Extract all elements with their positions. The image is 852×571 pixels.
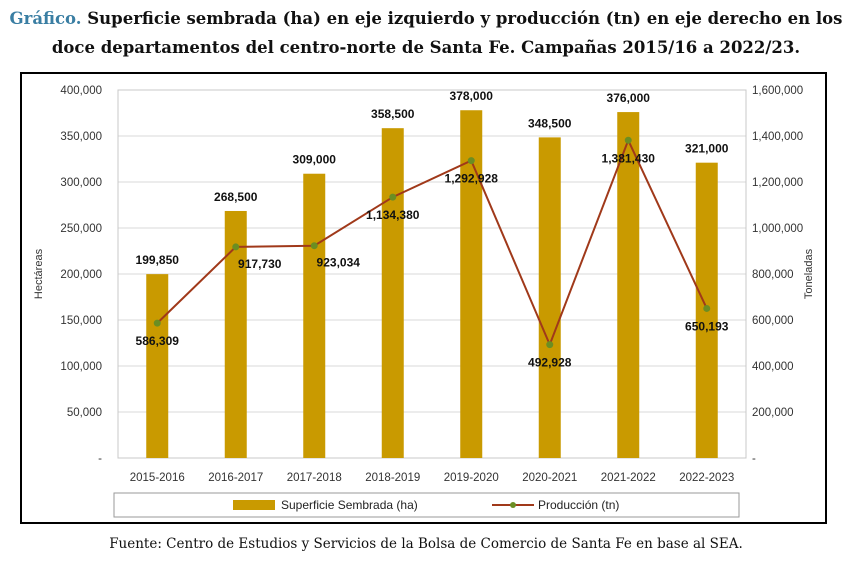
- bar-data-label: 348,500: [528, 116, 572, 130]
- y2-tick-label: 400,000: [752, 361, 794, 373]
- x-tick-label: 2015-2016: [130, 472, 185, 484]
- y-tick-label: 400,000: [60, 85, 102, 97]
- x-tick-label: 2017-2018: [287, 472, 342, 484]
- y-tick-label: 200,000: [60, 269, 102, 281]
- y2-tick-label: 200,000: [752, 407, 794, 419]
- y-axis-title: Hectáreas: [33, 248, 45, 299]
- y2-tick-label: -: [752, 453, 756, 465]
- line-data-label: 917,730: [238, 257, 282, 271]
- y-tick-label: 50,000: [67, 407, 102, 419]
- x-tick-label: 2020-2021: [522, 472, 577, 484]
- legend-label-line: Producción (tn): [538, 498, 619, 512]
- line-data-label: 650,193: [685, 319, 729, 333]
- line-point: [389, 193, 397, 201]
- legend-line-marker: [510, 502, 516, 508]
- production-line: [156, 137, 708, 348]
- chart-frame: - 50,000 100,000 150,000 200,000 250,000 300,0…: [20, 72, 827, 524]
- bar: [381, 128, 404, 458]
- bar-data-label: 268,500: [214, 190, 258, 204]
- y2-axis-title: Toneladas: [803, 248, 815, 299]
- line-data-label: 1,134,380: [366, 208, 420, 222]
- x-tick-label: 2016-2017: [208, 472, 263, 484]
- line-data-label: 492,928: [528, 356, 572, 370]
- x-tick-label: 2021-2022: [601, 472, 656, 484]
- bar: [617, 112, 640, 458]
- line-data-label: 1,292,928: [445, 172, 499, 186]
- bar: [224, 210, 247, 458]
- bar: [460, 110, 483, 459]
- bar-data-label: 376,000: [607, 91, 651, 105]
- plot-area: [117, 89, 747, 459]
- y2-tick-label: 1,200,000: [752, 177, 803, 189]
- bar: [146, 274, 169, 458]
- caption-text-1: Superficie sembrada (ha) en eje izquierd…: [87, 9, 843, 28]
- y2-tick-label: 1,600,000: [752, 85, 803, 97]
- caption-line-2: doce departamentos del centro-norte de S…: [51, 38, 801, 57]
- line-point: [703, 304, 711, 312]
- bar: [303, 173, 326, 458]
- line-point: [153, 319, 161, 327]
- x-tick-label: 2019-2020: [444, 472, 499, 484]
- caption-line-1: Gráfico. Superficie sembrada (ha) en eje…: [0, 4, 852, 33]
- line-data-label: 586,309: [136, 334, 180, 348]
- source-note: Fuente: Centro de Estudios y Servicios d…: [109, 536, 743, 552]
- line-point: [624, 136, 632, 144]
- line-point: [232, 243, 240, 251]
- bar-data-label: 309,000: [293, 153, 337, 167]
- legend-label-bars: Superficie Sembrada (ha): [281, 498, 418, 512]
- y-tick-label: 250,000: [60, 223, 102, 235]
- y2-tick-label: 1,400,000: [752, 131, 803, 143]
- bar-data-label: 199,850: [136, 253, 180, 267]
- y-tick-label: 300,000: [60, 177, 102, 189]
- bar-data-label: 321,000: [685, 142, 729, 156]
- bar-data-label: 378,000: [450, 89, 494, 103]
- line-data-label: 1,381,430: [602, 151, 656, 165]
- y2-tick-label: 600,000: [752, 315, 794, 327]
- caption-lead: Gráfico.: [9, 9, 82, 28]
- line-point: [546, 341, 554, 349]
- x-tick-label: 2022-2023: [679, 472, 734, 484]
- x-tick-label: 2018-2019: [365, 472, 420, 484]
- bar-data-label: 358,500: [371, 107, 415, 121]
- y-tick-label: -: [98, 453, 102, 465]
- bar: [538, 137, 561, 458]
- line-point: [467, 157, 475, 165]
- y-tick-label: 100,000: [60, 361, 102, 373]
- combo-chart: - 50,000 100,000 150,000 200,000 250,000 300,0…: [33, 85, 815, 518]
- chart-caption: Gráfico. Superficie sembrada (ha) en eje…: [0, 4, 852, 62]
- legend-box: [113, 492, 740, 518]
- y-tick-label: 150,000: [60, 315, 102, 327]
- legend-bar-swatch: [233, 500, 275, 510]
- line-data-label: 923,034: [317, 256, 361, 270]
- y-tick-label: 350,000: [60, 131, 102, 143]
- y2-tick-label: 800,000: [752, 269, 794, 281]
- line-point: [310, 242, 318, 250]
- y2-tick-label: 1,000,000: [752, 223, 803, 235]
